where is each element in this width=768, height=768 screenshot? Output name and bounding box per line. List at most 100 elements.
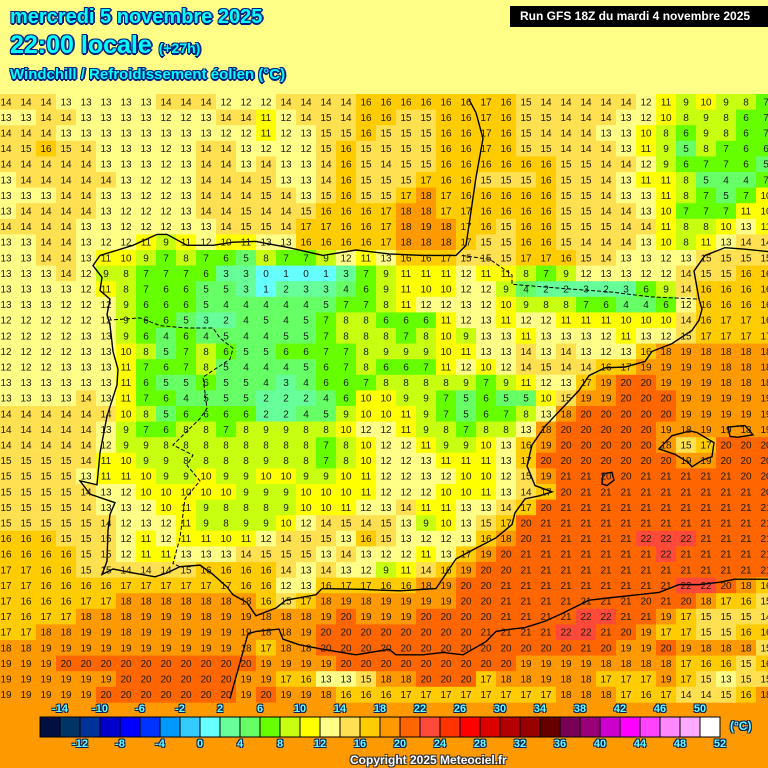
grid-value: 14 <box>80 409 92 420</box>
grid-value: 19 <box>420 222 432 233</box>
field-cell <box>136 125 156 142</box>
grid-value: 8 <box>123 269 129 280</box>
field-cell <box>276 421 296 438</box>
field-cell <box>636 328 656 344</box>
grid-value: 15 <box>500 175 512 186</box>
field-cell <box>56 296 76 313</box>
field-cell <box>276 94 296 110</box>
grid-value: 16 <box>420 97 432 108</box>
grid-value: 16 <box>420 253 432 264</box>
field-cell <box>616 140 636 157</box>
field-cell <box>756 406 768 422</box>
grid-value: 7 <box>743 191 749 202</box>
scale-label-top: 30 <box>493 703 507 715</box>
field-cell <box>536 328 556 344</box>
field-cell <box>496 328 516 344</box>
grid-value: 8 <box>303 425 309 436</box>
scale-label-top: -2 <box>175 703 185 715</box>
field-cell <box>336 296 356 313</box>
grid-value: 13 <box>460 300 472 311</box>
grid-value: 21 <box>760 550 768 561</box>
grid-value: 19 <box>40 659 52 670</box>
grid-value: 13 <box>60 394 72 405</box>
grid-value: 21 <box>620 487 632 498</box>
grid-value: 12 <box>600 347 612 358</box>
field-cell <box>16 452 36 469</box>
field-cell <box>276 452 296 469</box>
field-cell <box>76 343 96 360</box>
field-cell <box>396 281 416 298</box>
grid-value: 2 <box>263 409 269 420</box>
grid-value: 15 <box>320 129 332 140</box>
scale-label-top: 26 <box>453 703 467 715</box>
field-cell <box>0 296 16 313</box>
grid-value: 13 <box>620 253 632 264</box>
grid-value: 15 <box>420 160 432 171</box>
field-cell <box>16 125 36 142</box>
grid-value: 16 <box>700 659 712 670</box>
grid-value: 18 <box>400 675 412 686</box>
grid-value: 0 <box>303 269 309 280</box>
field-cell <box>536 359 556 376</box>
grid-value: 17 <box>500 519 512 530</box>
grid-value: 18 <box>160 597 172 608</box>
grid-value: 18 <box>740 378 752 389</box>
field-cell <box>436 94 456 110</box>
field-cell <box>316 359 336 376</box>
field-cell <box>56 94 76 110</box>
grid-value: 12 <box>100 316 112 327</box>
field-cell <box>496 140 516 157</box>
grid-value: 12 <box>600 331 612 342</box>
field-cell <box>436 359 456 376</box>
field-cell <box>556 296 576 313</box>
grid-value: 17 <box>460 238 472 249</box>
grid-value: 6 <box>163 300 169 311</box>
grid-value: 8 <box>243 425 249 436</box>
field-cell <box>436 156 456 173</box>
grid-value: 14 <box>540 97 552 108</box>
grid-value: 12 <box>660 269 672 280</box>
field-cell <box>536 406 556 422</box>
grid-value: 14 <box>200 191 212 202</box>
field-cell <box>476 421 496 438</box>
field-cell <box>156 343 176 360</box>
field-cell <box>456 265 476 282</box>
field-cell <box>756 421 768 438</box>
grid-value: 20 <box>740 441 752 452</box>
field-cell <box>576 281 596 298</box>
grid-value: 13 <box>100 97 112 108</box>
field-cell <box>156 452 176 469</box>
grid-value: 13 <box>440 550 452 561</box>
grid-value: 14 <box>20 175 32 186</box>
field-cell <box>256 140 276 157</box>
grid-value: 21 <box>520 565 532 576</box>
field-cell <box>96 468 116 485</box>
grid-value: 7 <box>723 160 729 171</box>
field-cell <box>576 172 596 188</box>
field-cell <box>156 187 176 204</box>
grid-value: 21 <box>700 503 712 514</box>
grid-value: 18 <box>600 690 612 701</box>
grid-value: 14 <box>40 425 52 436</box>
grid-value: 12 <box>100 238 112 249</box>
grid-value: 8 <box>203 363 209 374</box>
grid-value: 16 <box>400 253 412 264</box>
grid-value: 7 <box>683 207 689 218</box>
field-cell <box>516 125 536 142</box>
grid-value: 14 <box>560 347 572 358</box>
grid-value: 11 <box>621 331 632 342</box>
grid-value: 15 <box>540 144 552 155</box>
field-cell <box>216 172 236 188</box>
grid-value: 13 <box>0 238 12 249</box>
grid-value: 16 <box>360 534 372 545</box>
field-cell <box>296 546 316 563</box>
grid-value: 16 <box>460 129 472 140</box>
grid-value: 20 <box>760 456 768 467</box>
field-cell <box>116 203 136 220</box>
grid-value: 20 <box>540 643 552 654</box>
field-cell <box>736 484 756 500</box>
grid-value: 20 <box>660 456 672 467</box>
field-cell <box>476 390 496 407</box>
grid-value: 4 <box>263 378 269 389</box>
field-cell <box>416 421 436 438</box>
